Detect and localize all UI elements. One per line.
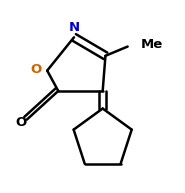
Text: Me: Me: [141, 38, 163, 51]
Text: O: O: [16, 116, 27, 129]
Text: O: O: [31, 63, 42, 76]
Text: N: N: [68, 21, 80, 34]
